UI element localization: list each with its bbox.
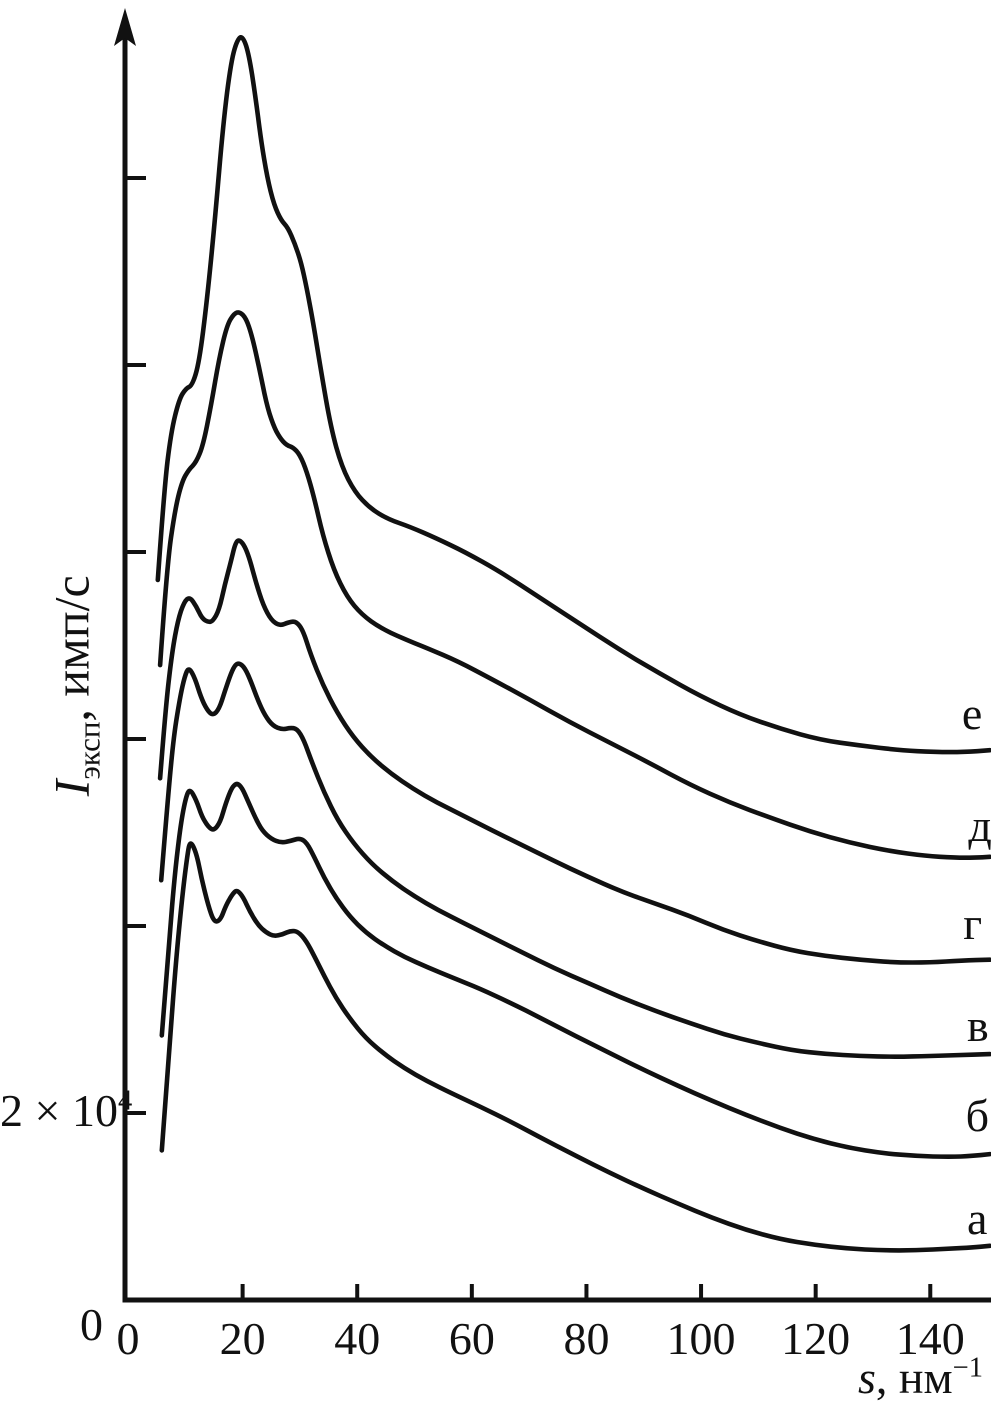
x-tick-label-120: 120 (781, 1313, 851, 1364)
y-tick-label-exponent: 4 (117, 1085, 133, 1117)
x-tick-label-60: 60 (448, 1313, 495, 1364)
x-axis-title: s, нм−1 (858, 1352, 983, 1405)
x-axis-exponent: −1 (952, 1352, 983, 1384)
curve-д (157, 310, 991, 860)
x-tick-label-140: 140 (895, 1313, 965, 1364)
curve-б (159, 781, 991, 1159)
curve-а (159, 841, 991, 1253)
x-axis-unit: , нм (875, 1352, 953, 1403)
x-tick-label-0: 0 (116, 1313, 140, 1364)
x-tick-label-100: 100 (666, 1313, 736, 1364)
curve-label-в: в (966, 999, 989, 1051)
x-tick-label-20: 20 (219, 1313, 266, 1364)
curve-label-е: е (961, 687, 983, 739)
curve-е (155, 35, 991, 755)
y-axis-origin-label: 0 (80, 1299, 103, 1350)
curve-label-б: б (965, 1089, 989, 1141)
y-axis-variable: I (43, 779, 100, 797)
y-axis-title: Iэксп, имп/с (43, 436, 106, 936)
curve-г (157, 538, 991, 965)
y-axis-arrowhead (114, 8, 136, 46)
curve-label-а: а (967, 1192, 988, 1244)
x-tick-label-80: 80 (563, 1313, 610, 1364)
y-tick-label-base: 2 × 10 (0, 1085, 118, 1136)
y-axis-unit: , имп/с (43, 575, 100, 722)
x-axis-variable: s (858, 1352, 876, 1403)
y-axis-subscript: эксп (71, 721, 107, 780)
curve-label-д: д (968, 799, 991, 851)
x-tick-label-40: 40 (334, 1313, 381, 1364)
curve-label-г: г (963, 898, 983, 950)
y-tick-label-2e4: 2 × 104 (0, 1085, 132, 1138)
curve-в (158, 661, 991, 1059)
